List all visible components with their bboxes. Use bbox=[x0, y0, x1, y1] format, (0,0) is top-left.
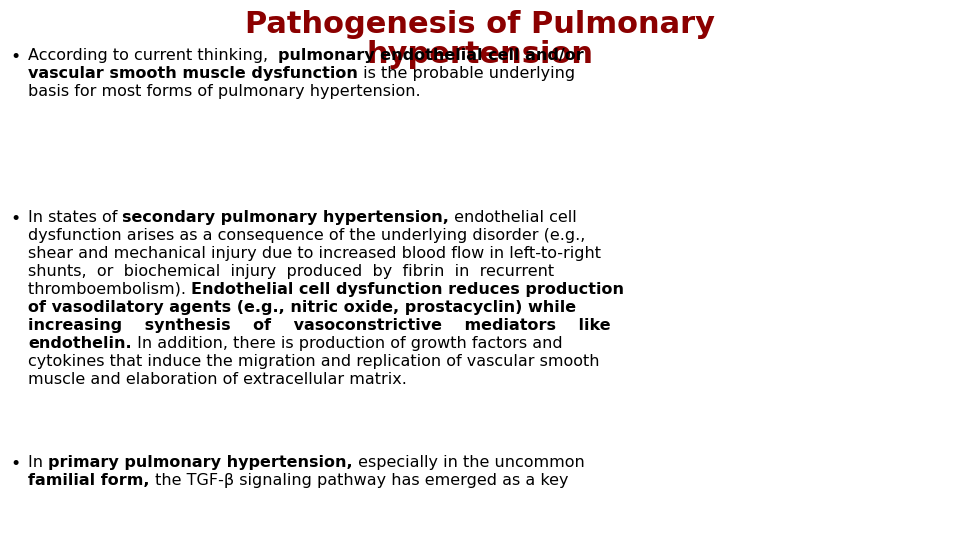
Text: •: • bbox=[10, 210, 20, 228]
Text: Endothelial cell dysfunction reduces production: Endothelial cell dysfunction reduces pro… bbox=[191, 282, 624, 297]
Text: In addition, there is production of growth factors and: In addition, there is production of grow… bbox=[132, 336, 563, 351]
Text: the TGF-β signaling pathway has emerged as a key: the TGF-β signaling pathway has emerged … bbox=[150, 473, 568, 488]
Text: pulmonary endothelial cell and/or: pulmonary endothelial cell and/or bbox=[278, 48, 584, 63]
Text: secondary pulmonary hypertension,: secondary pulmonary hypertension, bbox=[123, 210, 449, 225]
Text: increasing    synthesis    of    vasoconstrictive    mediators    like: increasing synthesis of vasoconstrictive… bbox=[28, 318, 611, 333]
Text: thromboembolism).: thromboembolism). bbox=[28, 282, 191, 297]
Text: basis for most forms of pulmonary hypertension.: basis for most forms of pulmonary hypert… bbox=[28, 84, 420, 99]
Text: In: In bbox=[28, 455, 48, 470]
Text: Pathogenesis of Pulmonary: Pathogenesis of Pulmonary bbox=[245, 10, 715, 39]
Text: shunts,  or  biochemical  injury  produced  by  fibrin  in  recurrent: shunts, or biochemical injury produced b… bbox=[28, 264, 554, 279]
Text: primary pulmonary hypertension,: primary pulmonary hypertension, bbox=[48, 455, 352, 470]
Text: •: • bbox=[10, 455, 20, 473]
Text: endothelial cell: endothelial cell bbox=[449, 210, 577, 225]
Text: muscle and elaboration of extracellular matrix.: muscle and elaboration of extracellular … bbox=[28, 372, 407, 387]
Text: shear and mechanical injury due to increased blood flow in left-to-right: shear and mechanical injury due to incre… bbox=[28, 246, 601, 261]
Text: of vasodilatory agents (e.g., nitric oxide, prostacyclin) while: of vasodilatory agents (e.g., nitric oxi… bbox=[28, 300, 576, 315]
Text: endothelin.: endothelin. bbox=[28, 336, 132, 351]
Text: •: • bbox=[10, 48, 20, 66]
Text: cytokines that induce the migration and replication of vascular smooth: cytokines that induce the migration and … bbox=[28, 354, 599, 369]
Text: vascular smooth muscle dysfunction: vascular smooth muscle dysfunction bbox=[28, 66, 358, 81]
Text: especially in the uncommon: especially in the uncommon bbox=[352, 455, 585, 470]
Text: In states of: In states of bbox=[28, 210, 123, 225]
Text: familial form,: familial form, bbox=[28, 473, 150, 488]
Text: is the probable underlying: is the probable underlying bbox=[358, 66, 575, 81]
Text: According to current thinking,: According to current thinking, bbox=[28, 48, 278, 63]
Text: hypertension: hypertension bbox=[367, 40, 593, 69]
Text: dysfunction arises as a consequence of the underlying disorder (e.g.,: dysfunction arises as a consequence of t… bbox=[28, 228, 586, 243]
